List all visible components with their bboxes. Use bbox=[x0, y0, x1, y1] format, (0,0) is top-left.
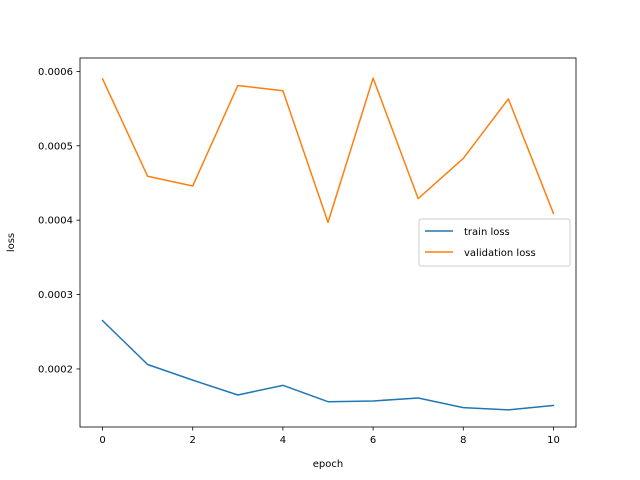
axes-frame bbox=[79, 57, 577, 428]
x-axis-ticks: 0 2 4 6 8 10 bbox=[99, 427, 560, 446]
legend: train loss validation loss bbox=[418, 218, 571, 267]
series-line-train-loss bbox=[101, 319, 555, 411]
y-tick-label: 0.0005 bbox=[38, 141, 73, 152]
legend-label-validation-loss: validation loss bbox=[464, 248, 536, 259]
y-tick-label: 0.0004 bbox=[38, 216, 73, 227]
x-tick-label: 4 bbox=[280, 435, 286, 446]
series-layer bbox=[101, 77, 555, 411]
series-line-validation-loss bbox=[101, 77, 555, 224]
legend-label-train-loss: train loss bbox=[464, 227, 510, 238]
y-tick-label: 0.0003 bbox=[38, 290, 73, 301]
x-tick-label: 10 bbox=[547, 435, 560, 446]
y-tick-label: 0.0006 bbox=[38, 67, 73, 78]
legend-box bbox=[418, 218, 571, 267]
x-tick-label: 8 bbox=[460, 435, 466, 446]
y-axis-ticks: 0.0002 0.0003 0.0004 0.0005 0.0006 bbox=[38, 67, 80, 375]
x-tick-label: 2 bbox=[190, 435, 196, 446]
y-tick-label: 0.0002 bbox=[38, 364, 73, 375]
x-tick-label: 0 bbox=[99, 435, 105, 446]
x-axis-label: epoch bbox=[313, 459, 343, 470]
x-tick-label: 6 bbox=[370, 435, 376, 446]
y-axis-label: loss bbox=[6, 233, 17, 252]
